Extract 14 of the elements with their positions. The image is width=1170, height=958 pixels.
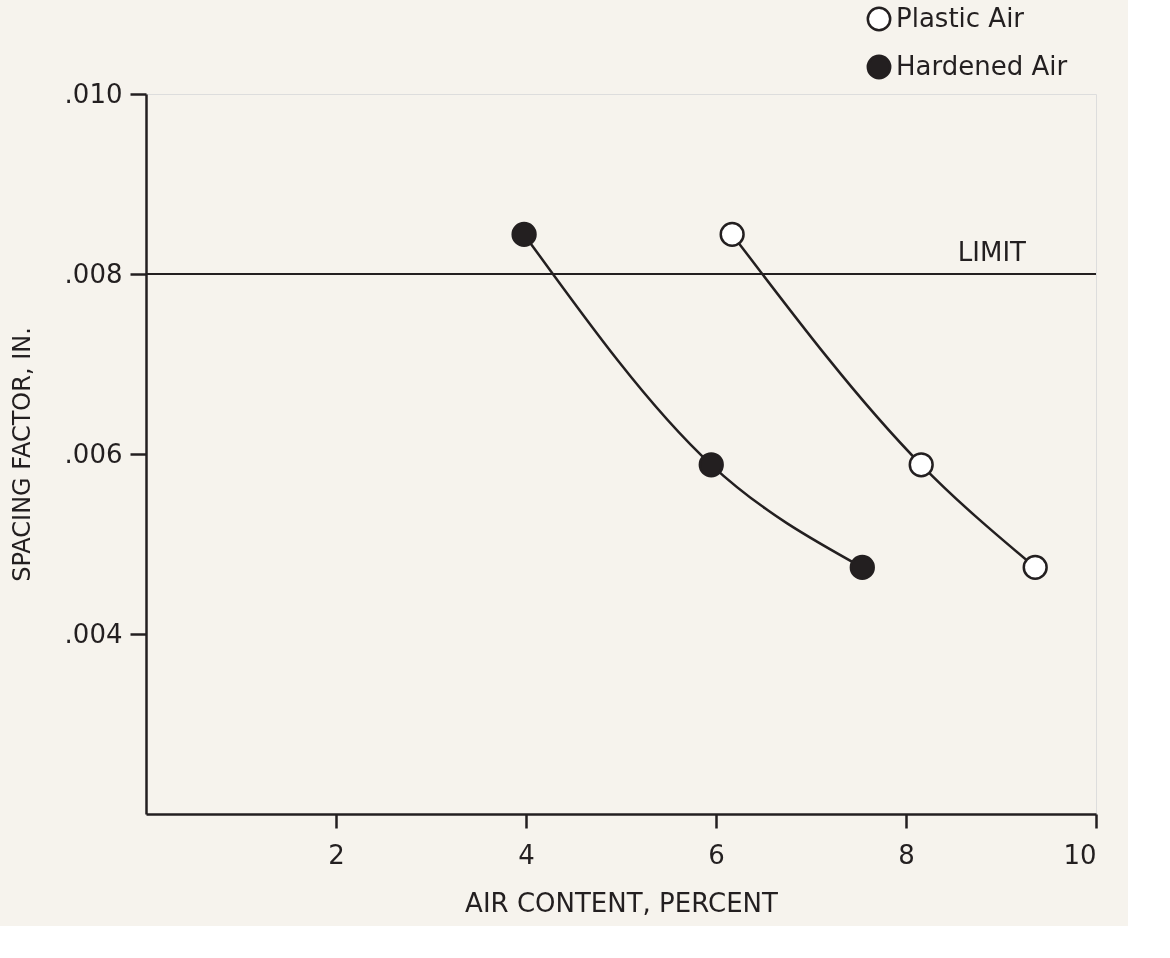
x-tick-label: 2 [328, 839, 345, 870]
ref-line-label: LIMIT [957, 237, 1027, 267]
x-axis-title: AIR CONTENT, PERCENT [465, 887, 779, 918]
y-axis-title: SPACING FACTOR, IN. [7, 327, 36, 582]
legend-label: Plastic Air [896, 3, 1025, 33]
y-tick-label: .006 [64, 438, 123, 469]
x-tick-label: 6 [708, 839, 725, 870]
y-tick-label: .010 [64, 78, 123, 109]
y-tick-label: .008 [64, 258, 123, 289]
x-tick-label: 8 [898, 839, 915, 870]
legend-label: Hardened Air [896, 51, 1068, 81]
y-tick-label: .004 [64, 618, 123, 649]
x-tick-label: 10 [1063, 839, 1097, 870]
x-tick-label: 4 [518, 839, 535, 870]
